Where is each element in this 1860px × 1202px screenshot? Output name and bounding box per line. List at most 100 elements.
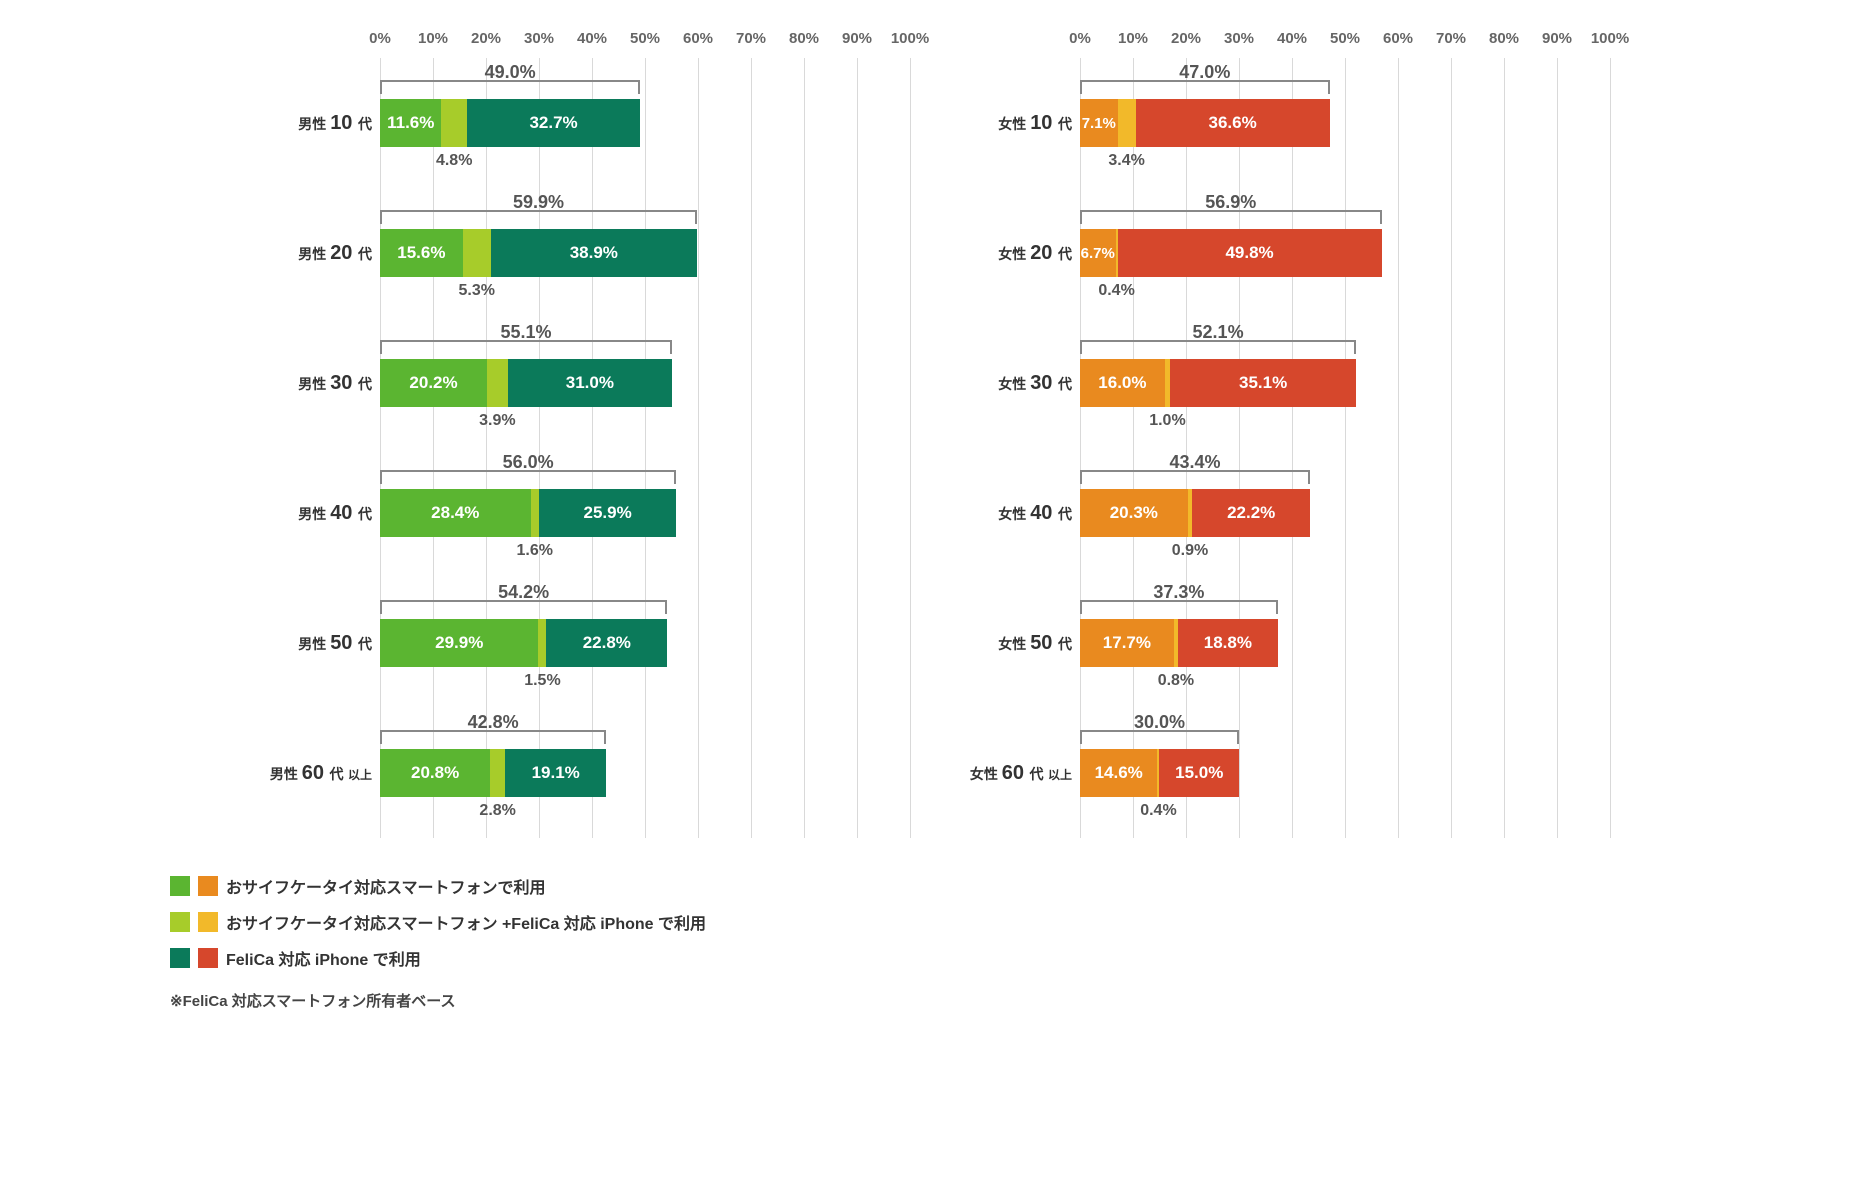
category-label: 女性 30 代: [950, 372, 1072, 395]
legend-swatch-male: [170, 876, 190, 896]
axis-tick: 0%: [1069, 30, 1091, 47]
segment-label-below: 5.3%: [458, 282, 494, 300]
total-label: 30.0%: [1134, 712, 1185, 733]
segment-label-below: 2.8%: [479, 802, 515, 820]
bar-segment: [538, 619, 546, 667]
segment-label-below: 4.8%: [436, 152, 472, 170]
legend-label: FeliCa 対応 iPhone で利用: [226, 946, 421, 970]
bar-segment: 11.6%: [380, 99, 441, 147]
legend-swatch-male: [170, 948, 190, 968]
category-label: 男性 30 代: [250, 372, 372, 395]
category-label: 男性 60 代 以上: [250, 762, 372, 785]
bar-segment: 31.0%: [508, 359, 672, 407]
bar-segment: 17.7%: [1080, 619, 1174, 667]
axis-tick: 80%: [789, 30, 819, 47]
bar-segment: 38.9%: [491, 229, 697, 277]
bar-row: 女性 40 代43.4%20.3%22.2%0.9%: [1080, 448, 1610, 578]
bar-row: 女性 20 代56.9%6.7%49.8%0.4%: [1080, 188, 1610, 318]
category-label: 男性 20 代: [250, 242, 372, 265]
stacked-bar: 28.4%25.9%: [380, 489, 676, 537]
legend-item: FeliCa 対応 iPhone で利用: [170, 940, 1840, 976]
total-label: 43.4%: [1169, 452, 1220, 473]
bar-row: 女性 60 代 以上30.0%14.6%15.0%0.4%: [1080, 708, 1610, 838]
category-label: 男性 50 代: [250, 632, 372, 655]
axis-tick: 70%: [736, 30, 766, 47]
legend-label: おサイフケータイ対応スマートフォンで利用: [226, 874, 546, 898]
axis-tick: 10%: [1118, 30, 1148, 47]
legend-note: ※FeliCa 対応スマートフォン所有者ベース: [170, 990, 1840, 1011]
bar-segment: [463, 229, 491, 277]
category-label: 女性 10 代: [950, 112, 1072, 135]
legend-item: おサイフケータイ対応スマートフォンで利用: [170, 868, 1840, 904]
category-label: 女性 40 代: [950, 502, 1072, 525]
axis-tick: 90%: [842, 30, 872, 47]
total-label: 56.0%: [503, 452, 554, 473]
category-label: 女性 50 代: [950, 632, 1072, 655]
bar-segment: 20.2%: [380, 359, 487, 407]
plot-area: 男性 10 代 49.0% 11.6% 32.7% 4.8% 男性 20 代 59.9% 15…: [250, 58, 910, 838]
segment-label-below: 3.9%: [479, 412, 515, 430]
axis-tick: 50%: [630, 30, 660, 47]
bar-segment: 14.6%: [1080, 749, 1157, 797]
category-label: 男性 10 代: [250, 112, 372, 135]
segment-label-below: 0.8%: [1158, 672, 1194, 690]
bar-segment: [1118, 99, 1136, 147]
stacked-bar: 29.9%22.8%: [380, 619, 667, 667]
dual-chart: 0%10%20%30%40%50%60%70%80%90%100%男性 10 代…: [20, 30, 1840, 838]
axis-tick: 100%: [1591, 30, 1629, 47]
total-label: 59.9%: [513, 192, 564, 213]
bar-segment: 22.2%: [1192, 489, 1310, 537]
bar-row: 男性 50 代54.2%29.9%22.8%1.5%: [380, 578, 910, 708]
axis-tick: 60%: [683, 30, 713, 47]
axis-tick: 100%: [891, 30, 929, 47]
bar-segment: [487, 359, 508, 407]
bar-row: 女性 30 代52.1%16.0%35.1%1.0%: [1080, 318, 1610, 448]
bar-segment: 29.9%: [380, 619, 538, 667]
category-label: 男性 40 代: [250, 502, 372, 525]
total-label: 42.8%: [468, 712, 519, 733]
total-label: 49.0%: [485, 62, 536, 83]
bar-segment: [531, 489, 539, 537]
plot-area: 女性 10 代47.0%7.1%36.6%3.4%女性 20 代56.9%6.7…: [950, 58, 1610, 838]
bar-row: 男性 10 代49.0%11.6%32.7%4.8%: [380, 58, 910, 188]
bar-segment: 20.3%: [1080, 489, 1188, 537]
bar-segment: 16.0%: [1080, 359, 1165, 407]
segment-label-below: 0.4%: [1140, 802, 1176, 820]
bar-row: 男性 20 代59.9%15.6%38.9%5.3%: [380, 188, 910, 318]
axis-tick: 50%: [1330, 30, 1360, 47]
axis-tick: 10%: [418, 30, 448, 47]
total-label: 54.2%: [498, 582, 549, 603]
bar-segment: [441, 99, 466, 147]
bar-row: 男性 30 代55.1%20.2%31.0%3.9%: [380, 318, 910, 448]
stacked-bar: 14.6%15.0%: [1080, 749, 1239, 797]
bar-segment: 49.8%: [1118, 229, 1382, 277]
stacked-bar: 20.3%22.2%: [1080, 489, 1310, 537]
stacked-bar: 7.1%36.6%: [1080, 99, 1330, 147]
bar-segment: 20.8%: [380, 749, 490, 797]
axis-tick: 70%: [1436, 30, 1466, 47]
legend-item: おサイフケータイ対応スマートフォン +FeliCa 対応 iPhone で利用: [170, 904, 1840, 940]
legend-swatch-male: [170, 912, 190, 932]
bar-segment: 15.0%: [1159, 749, 1239, 797]
bar-row: 男性 40 代56.0%28.4%25.9%1.6%: [380, 448, 910, 578]
segment-label-below: 0.4%: [1098, 282, 1134, 300]
axis-tick: 60%: [1383, 30, 1413, 47]
axis-tick: 30%: [1224, 30, 1254, 47]
total-label: 56.9%: [1205, 192, 1256, 213]
panel-female: 0%10%20%30%40%50%60%70%80%90%100%女性 10 代…: [950, 30, 1610, 838]
bar-segment: 15.6%: [380, 229, 463, 277]
segment-label-below: 1.0%: [1149, 412, 1185, 430]
bar-segment: 28.4%: [380, 489, 531, 537]
axis-tick: 90%: [1542, 30, 1572, 47]
bar-segment: 32.7%: [467, 99, 640, 147]
bar-segment: 6.7%: [1080, 229, 1116, 277]
axis-tick: 30%: [524, 30, 554, 47]
bar-segment: 22.8%: [546, 619, 667, 667]
axis-tick: 0%: [369, 30, 391, 47]
category-label: 女性 20 代: [950, 242, 1072, 265]
axis-tick: 20%: [1171, 30, 1201, 47]
stacked-bar: 15.6% 38.9%: [380, 229, 697, 277]
bar-segment: [490, 749, 505, 797]
category-label: 女性 60 代 以上: [950, 762, 1072, 785]
segment-label-below: 1.6%: [517, 542, 553, 560]
